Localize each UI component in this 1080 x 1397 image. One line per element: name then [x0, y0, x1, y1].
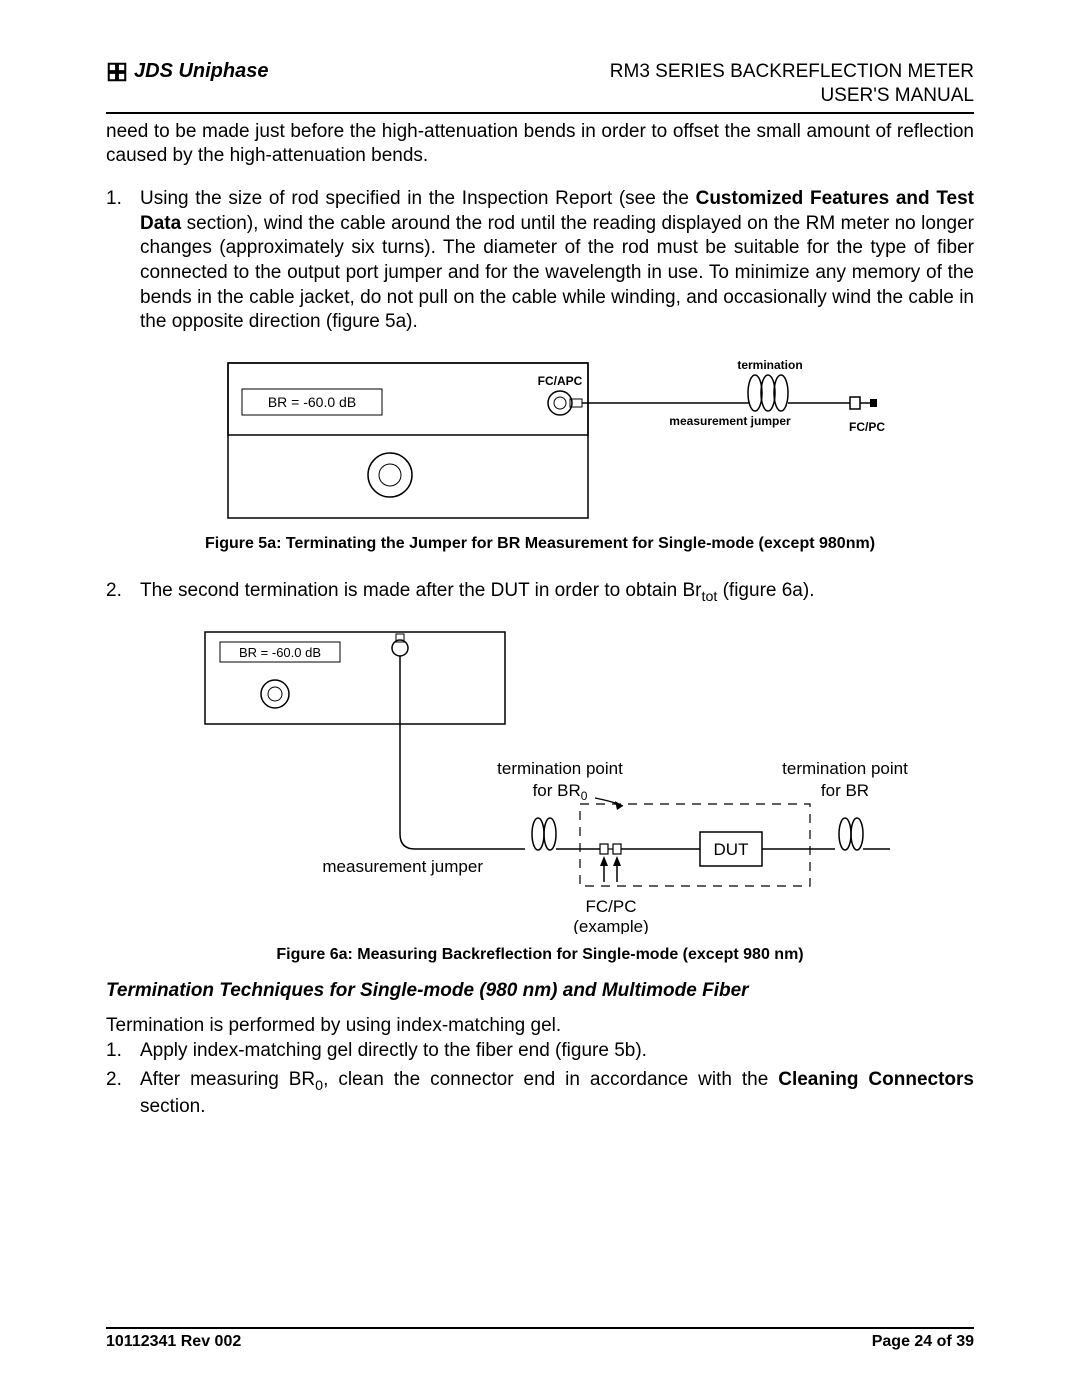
term-step-1-text: Apply index-matching gel directly to the… [140, 1040, 647, 1061]
intro-paragraph: need to be made just before the high-att… [106, 120, 974, 169]
logo-brand-text: JDS Uniphase [134, 60, 268, 83]
term-point-br-label: termination point [782, 759, 908, 778]
for-br-label: for BR [821, 781, 869, 800]
term-step-1: 1. Apply index-matching gel directly to … [106, 1039, 974, 1064]
meas-jumper-6a: measurement jumper [322, 857, 483, 876]
step-2-text-post: (figure 6a). [717, 580, 814, 601]
footer-page: Page 24 of 39 [872, 1333, 974, 1351]
termination-label-5a: termination [737, 358, 802, 372]
step-1-number: 1. [106, 187, 122, 212]
term-step-2: 2. After measuring BR0, clean the connec… [106, 1068, 974, 1120]
dut-label: DUT [714, 840, 749, 859]
step-1-text-post: section), wind the cable around the rod … [140, 213, 974, 333]
logo-icon [106, 61, 128, 83]
term-step-2-pre: After measuring BR [140, 1069, 315, 1090]
step-2-text-pre: The second termination is made after the… [140, 580, 701, 601]
term-step-1-num: 1. [106, 1039, 122, 1064]
step-1: 1. Using the size of rod specified in th… [106, 187, 974, 335]
step-2-sub: tot [701, 589, 717, 605]
figure-5a-caption: Figure 5a: Terminating the Jumper for BR… [106, 535, 974, 553]
fc-apc-label: FC/APC [538, 374, 583, 388]
br-reading-5a: BR = -60.0 dB [268, 394, 356, 410]
term-step-2-mid: , clean the connector end in accordance … [323, 1069, 778, 1090]
step-1-text-pre: Using the size of rod specified in the I… [140, 188, 696, 209]
br-reading-6a: BR = -60.0 dB [239, 645, 321, 660]
figure-6a-diagram: BR = -60.0 dB termination point for BR0 … [106, 624, 974, 934]
title-line-2: USER'S MANUAL [610, 84, 974, 108]
step-2-number: 2. [106, 579, 122, 604]
term-step-2-bold: Cleaning Connectors [778, 1069, 974, 1090]
for-br0-label: for BR0 [533, 781, 588, 803]
fcpc-6a: FC/PC [586, 897, 637, 916]
termination-intro: Termination is performed by using index-… [106, 1014, 974, 1039]
meas-jumper-5a: measurement jumper [669, 414, 791, 428]
document-title: RM3 SERIES BACKREFLECTION METER USER'S M… [610, 60, 974, 108]
figure-5a-diagram: BR = -60.0 dB FC/APC termination FC [106, 353, 974, 523]
company-logo: JDS Uniphase [106, 60, 268, 83]
term-step-2-sub: 0 [315, 1077, 323, 1093]
example-6a: (example) [573, 917, 649, 934]
fc-pc-label-5a: FC/PC [849, 420, 885, 434]
page-header: JDS Uniphase RM3 SERIES BACKREFLECTION M… [106, 60, 974, 114]
step-2: 2. The second termination is made after … [106, 579, 974, 606]
title-line-1: RM3 SERIES BACKREFLECTION METER [610, 60, 974, 84]
term-step-2-post: section. [140, 1096, 205, 1117]
figure-6a-caption: Figure 6a: Measuring Backreflection for … [106, 946, 974, 964]
footer-rev: 10112341 Rev 002 [106, 1333, 241, 1351]
term-step-2-num: 2. [106, 1068, 122, 1093]
term-point-br0-label: termination point [497, 759, 623, 778]
section-title-termination: Termination Techniques for Single-mode (… [106, 980, 974, 1002]
page-footer: 10112341 Rev 002 Page 24 of 39 [106, 1327, 974, 1351]
page: JDS Uniphase RM3 SERIES BACKREFLECTION M… [0, 0, 1080, 1397]
